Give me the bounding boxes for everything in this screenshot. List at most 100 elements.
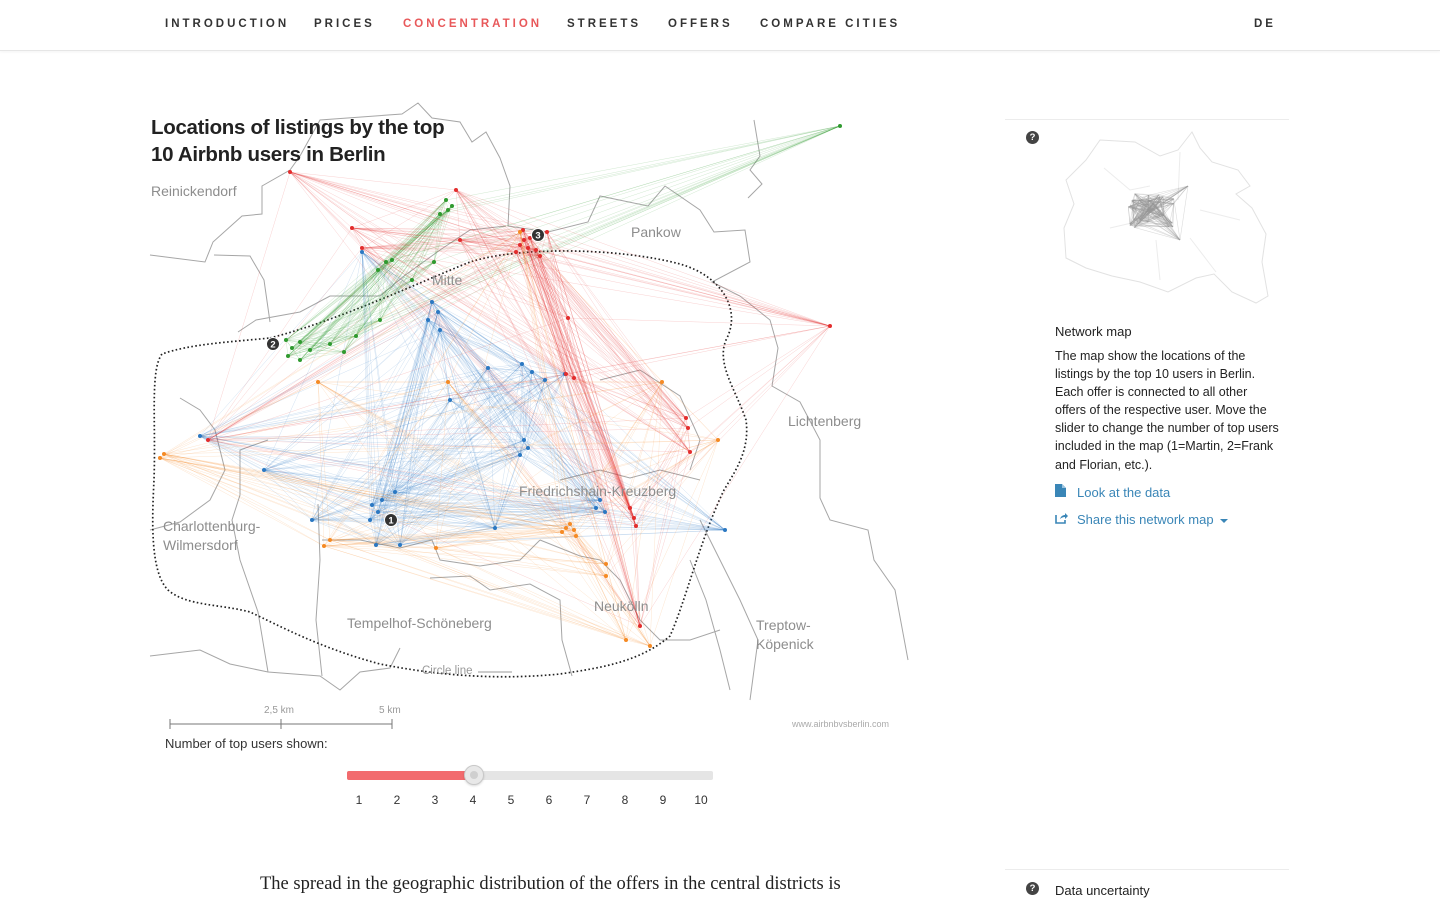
look-at-data-link[interactable]: Look at the data (1055, 484, 1170, 500)
look-at-data-label: Look at the data (1077, 485, 1171, 500)
user1-listing-dot (430, 300, 434, 304)
district-label-mitte: Mitte (432, 272, 463, 288)
user3-listing-dot (288, 170, 292, 174)
slider-tick-4[interactable]: 4 (469, 793, 477, 807)
user1-listing-dot (448, 398, 452, 402)
user3-listing-dot (564, 372, 568, 376)
slider-tick-9[interactable]: 9 (659, 793, 667, 807)
user-marker-3: 3 (531, 228, 545, 242)
share-network-map-link[interactable]: Share this network map (1055, 512, 1228, 527)
user3-listing-dot (518, 243, 522, 247)
nav-prices[interactable]: PRICES (314, 18, 375, 30)
user3-listing-dot (206, 438, 210, 442)
user4-listing-dot (604, 562, 608, 566)
user2-listing-dot (446, 208, 450, 212)
user4-listing-dot (158, 456, 162, 460)
share-icon (1055, 512, 1069, 527)
district-label-lichtenberg: Lichtenberg (788, 413, 862, 429)
user3-listing-dot (545, 230, 549, 234)
user3-listing-dot (688, 450, 692, 454)
user3-listing-dot (684, 416, 688, 420)
user4-listing-dot (648, 644, 652, 648)
user3-listing-dot (534, 248, 538, 252)
district-label-tempelhof-schoeneberg: Tempelhof-Schöneberg (347, 615, 492, 631)
user4-listing-dot (564, 526, 568, 530)
user2-listing-dot (838, 124, 842, 128)
slider-tick-1[interactable]: 1 (355, 793, 363, 807)
user2-listing-dot (378, 318, 382, 322)
user-marker-label-2: 2 (270, 340, 275, 351)
nav-offers[interactable]: OFFERS (668, 18, 733, 30)
nav-concentration[interactable]: CONCENTRATION (403, 18, 543, 30)
user2-listing-dot (298, 340, 302, 344)
user3-listing-dot (522, 238, 526, 242)
user1-listing-dot (594, 506, 598, 510)
user2-listing-dot (290, 346, 294, 350)
slider-tick-5[interactable]: 5 (507, 793, 515, 807)
user1-listing-dot (370, 503, 374, 507)
user1-listing-dot (393, 490, 397, 494)
user2-listing-dot (390, 258, 394, 262)
user1-listing-dot (380, 498, 384, 502)
user2-listing-dot (284, 338, 288, 342)
user3-listing-dot (566, 316, 570, 320)
slider-tick-2[interactable]: 2 (393, 793, 401, 807)
user2-listing-dot (328, 342, 332, 346)
user1-listing-dot (436, 310, 440, 314)
slider-label: Number of top users shown: (165, 736, 328, 751)
user4-listing-dot (572, 528, 576, 532)
district-label-treptow-koepenick: Treptow- Köpenick (756, 617, 814, 652)
slider-tick-7[interactable]: 7 (583, 793, 591, 807)
user4-listing-dot (434, 546, 438, 550)
user1-listing-dot (198, 434, 202, 438)
user3-listing-dot (628, 506, 632, 510)
user2-listing-dot (308, 348, 312, 352)
slider-tick-8[interactable]: 8 (621, 793, 629, 807)
circle-line (151, 250, 748, 678)
data-uncertainty-help-icon[interactable]: ? (1026, 882, 1039, 895)
user1-listing-dot (310, 518, 314, 522)
user2-listing-dot (410, 278, 414, 282)
user4-connections (159, 231, 719, 647)
nav-introduction[interactable]: INTRODUCTION (165, 18, 290, 30)
user3-listing-dot (521, 228, 525, 232)
user1-listing-dot (438, 328, 442, 332)
user1-listing-dot (530, 370, 534, 374)
user4-listing-dot (574, 534, 578, 538)
top-users-slider[interactable] (347, 765, 713, 785)
district-label-reinickendorf: Reinickendorf (151, 183, 237, 199)
user4-listing-dot (316, 380, 320, 384)
help-icon[interactable]: ? (1026, 131, 1039, 144)
nav-streets[interactable]: STREETS (567, 18, 642, 30)
user3-listing-dot (828, 324, 832, 328)
user1-listing-dot (374, 543, 378, 547)
user4-listing-dot (624, 638, 628, 642)
user4-listing-dot (328, 538, 332, 542)
user3-listing-dot (458, 238, 462, 242)
data-uncertainty-label[interactable]: Data uncertainty (1055, 883, 1150, 898)
district-boundaries (149, 102, 909, 701)
nav-compare-cities[interactable]: COMPARE CITIES (760, 18, 901, 30)
user1-listing-dot (398, 543, 402, 547)
caret-down-icon (1219, 518, 1228, 523)
user4-listing-dot (518, 230, 522, 234)
user1-listing-dot (262, 468, 266, 472)
slider-tick-6[interactable]: 6 (545, 793, 553, 807)
circle-line-label: Circle line (422, 665, 473, 677)
language-switch[interactable]: DE (1254, 18, 1276, 30)
user3-listing-dot (514, 250, 518, 254)
user-marker-label-3: 3 (535, 231, 540, 242)
user2-listing-dot (376, 268, 380, 272)
slider-handle[interactable] (464, 765, 484, 785)
sidebar-description: The map show the locations of the listin… (1055, 349, 1279, 472)
user1-listing-dot (368, 518, 372, 522)
slider-tick-10[interactable]: 10 (694, 793, 708, 807)
user4-listing-dot (604, 574, 608, 578)
user3-listing-dot (528, 236, 532, 240)
user2-listing-dot (354, 334, 358, 338)
mini-map (1063, 131, 1269, 304)
slider-tick-3[interactable]: 3 (431, 793, 439, 807)
user2-listing-dot (444, 198, 448, 202)
user4-listing-dot (560, 530, 564, 534)
